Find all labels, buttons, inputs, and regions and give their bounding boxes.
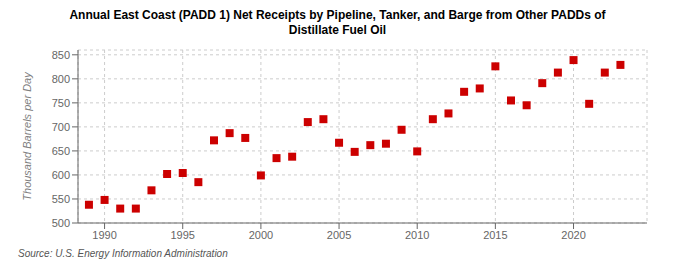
svg-text:2010: 2010 — [405, 229, 429, 241]
svg-text:500: 500 — [52, 217, 70, 229]
svg-text:800: 800 — [52, 73, 70, 85]
svg-text:1995: 1995 — [170, 229, 194, 241]
svg-text:650: 650 — [52, 145, 70, 157]
svg-text:600: 600 — [52, 169, 70, 181]
svg-text:2000: 2000 — [249, 229, 273, 241]
svg-text:1990: 1990 — [92, 229, 116, 241]
svg-text:Thousand Barrels per Day: Thousand Barrels per Day — [21, 71, 33, 201]
svg-text:550: 550 — [52, 193, 70, 205]
svg-text:700: 700 — [52, 121, 70, 133]
svg-text:750: 750 — [52, 97, 70, 109]
svg-text:2005: 2005 — [327, 229, 351, 241]
svg-text:2015: 2015 — [483, 229, 507, 241]
svg-text:850: 850 — [52, 49, 70, 61]
html-text:Source: U.S. Energy Informatio: Source: U.S. Energy Information Administ… — [18, 248, 228, 259]
html-text:Annual East Coast (PADD 1) Net: Annual East Coast (PADD 1) Net Receipts … — [69, 8, 606, 37]
svg-text:2020: 2020 — [561, 229, 585, 241]
